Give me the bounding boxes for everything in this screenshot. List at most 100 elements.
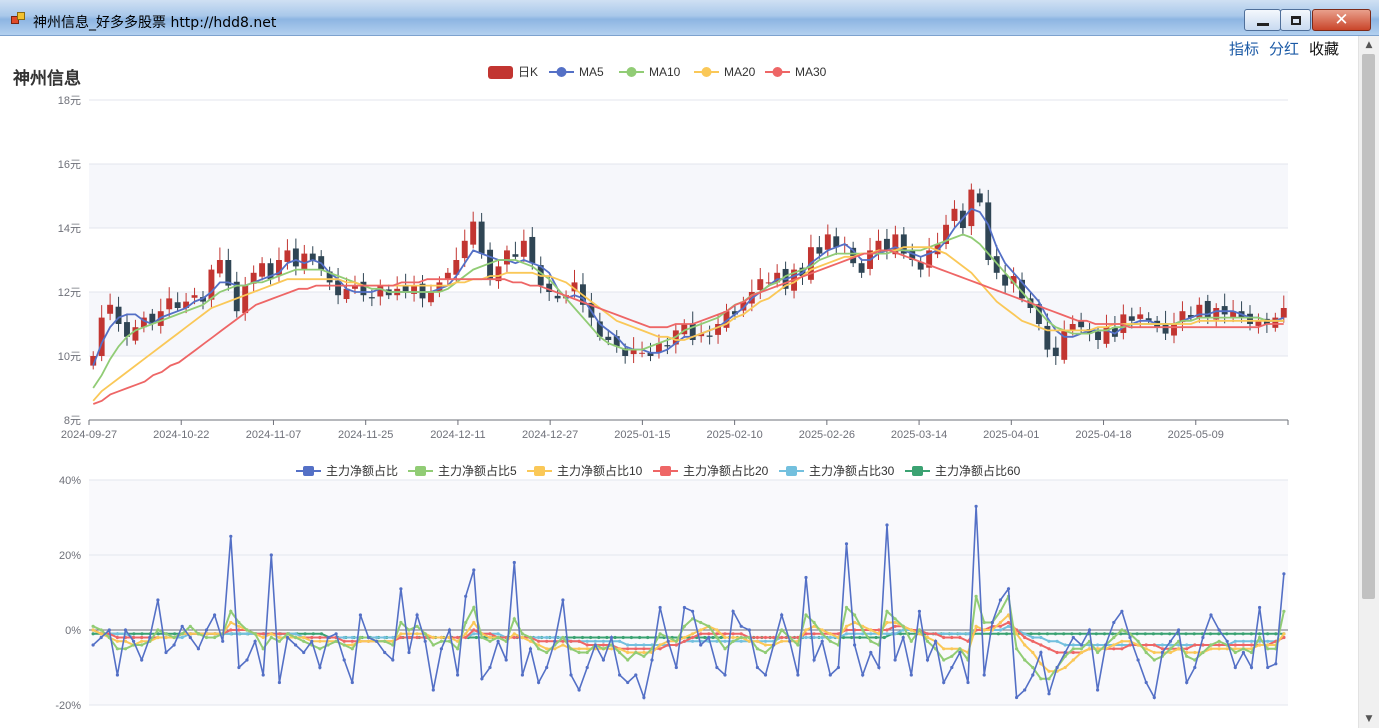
p5-point [115, 647, 119, 651]
p30-point [998, 628, 1003, 632]
p20-point [634, 647, 638, 651]
base-point [674, 665, 678, 670]
candle [377, 285, 384, 297]
p60-point [621, 635, 625, 640]
p10-point [91, 628, 95, 632]
p60-point [1168, 632, 1172, 636]
base-point [1096, 688, 1100, 692]
favorite-link[interactable]: 收藏 [1309, 40, 1340, 58]
p30-point [350, 635, 354, 640]
dividend-link[interactable]: 分红 [1269, 40, 1300, 58]
p10-point [318, 639, 322, 643]
base-point [504, 658, 508, 662]
p5-point [1031, 665, 1035, 670]
p10-point [1282, 632, 1286, 636]
p10-point [844, 624, 849, 628]
base-point [699, 643, 703, 647]
scroll-down-arrow-icon[interactable]: ▼ [1365, 714, 1373, 724]
minimize-button[interactable] [1244, 9, 1281, 31]
candle [495, 266, 502, 282]
y-tick-label: 12元 [58, 287, 81, 299]
p30-point [1233, 639, 1237, 643]
p5-point [261, 647, 265, 651]
minimize-icon [1256, 22, 1269, 26]
p10-point [877, 632, 881, 636]
p60-point [1111, 632, 1115, 636]
base-point [302, 650, 306, 655]
candle [875, 240, 882, 253]
p5-point [123, 647, 128, 651]
candle [689, 324, 696, 340]
p20-point [261, 632, 265, 636]
p30-point [812, 635, 816, 640]
p5-point [488, 639, 492, 643]
candle [107, 304, 114, 314]
base-point [132, 639, 136, 643]
candle [284, 250, 291, 262]
p60-point [1102, 632, 1107, 636]
candle [301, 253, 308, 271]
p5-point [1282, 609, 1286, 613]
base-point [893, 658, 897, 662]
p20-point [804, 632, 808, 636]
p60-point [319, 632, 324, 636]
p60-point [1094, 632, 1098, 636]
x-tick-label: 2025-03-14 [891, 429, 947, 441]
candle [1010, 276, 1017, 284]
p60-point [1266, 632, 1270, 636]
close-button[interactable]: ✕ [1312, 9, 1371, 31]
p20-point [1023, 635, 1027, 640]
legend-marker-icon [415, 466, 426, 476]
p5-point [391, 643, 395, 647]
candle [951, 208, 958, 221]
p10-point [358, 639, 362, 643]
p30-point [1031, 635, 1035, 640]
scroll-up-arrow-icon[interactable]: ▲ [1365, 40, 1373, 50]
base-point [520, 673, 525, 677]
p5-point [1217, 639, 1221, 643]
candle [90, 356, 97, 366]
p5-point [318, 647, 322, 651]
candle [470, 221, 477, 245]
x-tick-label: 2024-09-27 [61, 429, 117, 441]
indicators-link[interactable]: 指标 [1229, 40, 1260, 58]
p30-point [950, 632, 954, 636]
p5-point [99, 628, 103, 632]
p5-point [1039, 677, 1043, 681]
y-tick-label: -20% [55, 700, 81, 712]
legend-marker-icon [534, 466, 545, 476]
p20-point [140, 635, 144, 640]
candle [335, 280, 342, 296]
p10-point [553, 647, 557, 651]
candle [1137, 314, 1144, 319]
p10-point [439, 635, 443, 640]
p5-point [998, 609, 1003, 613]
scroll-thumb[interactable] [1362, 54, 1375, 599]
p20-point [763, 635, 768, 640]
y-tick-label: 20% [59, 550, 81, 562]
base-point [318, 665, 322, 670]
p10-point [585, 647, 589, 651]
base-point [537, 680, 541, 685]
p5-point [707, 624, 711, 628]
candle [681, 324, 688, 335]
p10-point [974, 624, 978, 628]
maximize-button[interactable] [1280, 9, 1311, 31]
p5-point [682, 624, 687, 628]
p5-point [1201, 650, 1205, 655]
candle [985, 202, 992, 260]
p5-point [456, 647, 460, 651]
x-tick-label: 2025-02-10 [706, 429, 762, 441]
p30-point [1096, 643, 1100, 647]
candle [850, 247, 857, 264]
base-point [326, 635, 330, 640]
p30-point [958, 632, 962, 636]
p5-point [1120, 628, 1124, 632]
window-title: 神州信息_好多多股票 http://hdd8.net [33, 15, 277, 31]
p30-point [804, 635, 808, 640]
vertical-scrollbar[interactable]: ▲ ▼ [1358, 36, 1379, 728]
candle [352, 285, 358, 289]
candle [664, 345, 671, 347]
p10-point [909, 628, 913, 632]
base-point [391, 658, 395, 662]
